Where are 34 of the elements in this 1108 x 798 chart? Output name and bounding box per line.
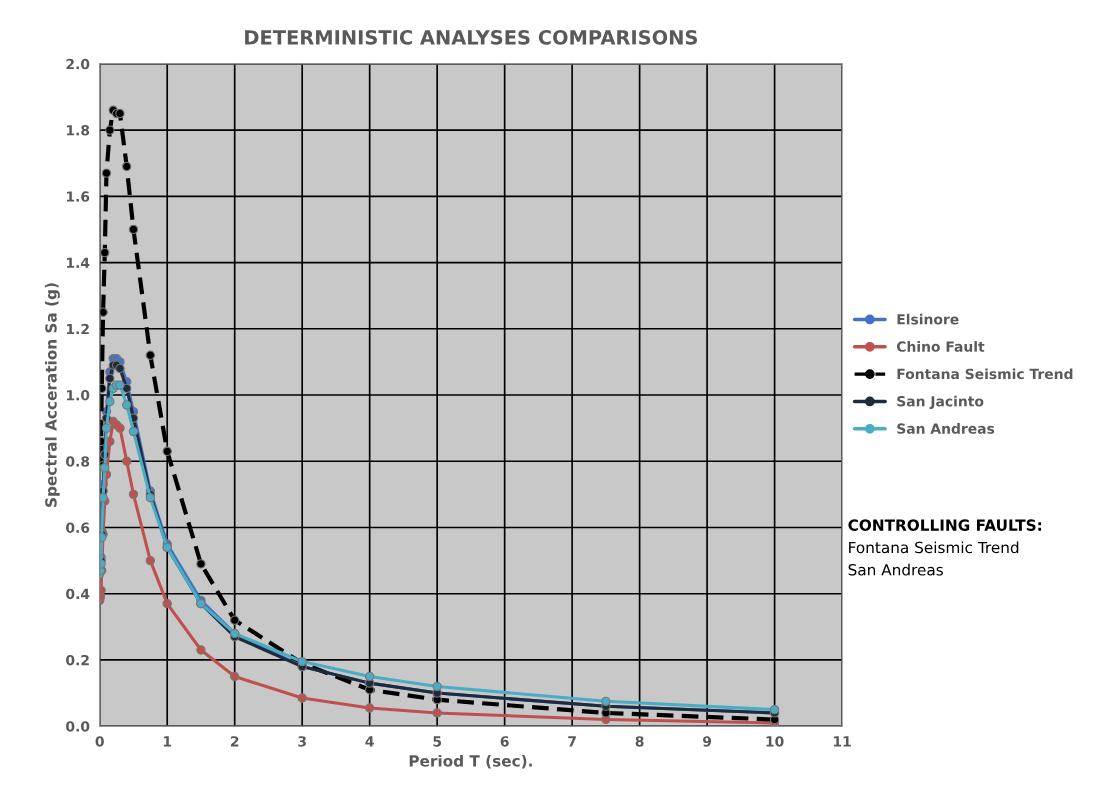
x-tick-label: 0 [95,736,104,747]
y-tick-label: 0.4 [66,588,90,600]
y-tick-label: 1.6 [66,191,90,202]
text: Fontana Seismic Trend [849,541,1019,554]
y-tick-label: 2.0 [66,58,90,70]
y-tick-label: 0.0 [66,721,90,732]
x-axis-title: Period T (sec). [409,754,532,769]
x-tick-label: 1 [163,736,172,747]
chart-title: DETERMINISTIC ANALYSES COMPARISONS [245,29,698,45]
legend-label: San Andreas [897,423,995,434]
x-tick-label: 2 [230,736,239,747]
y-tick-label: 0.6 [66,522,90,533]
x-tick-label: 9 [702,736,712,747]
legend-label: Chino Fault [896,341,985,352]
x-tick-label: 5 [433,736,442,747]
y-tick-label: 1.2 [66,323,89,335]
y-tick-label: 0.8 [66,456,90,467]
x-tick-label: 7 [568,736,576,747]
y-tick-label: 1.0 [66,389,90,401]
x-tick-label: 10 [766,736,784,747]
x-tick-label: 11 [833,736,851,747]
x-tick-label: 8 [635,736,644,747]
x-tick-label: 3 [298,736,306,747]
y-axis-title: Spectral Acceration Sa (g) [44,283,60,507]
text: CONTROLLING FAULTS: [848,519,1042,531]
y-tick-label: 1.8 [66,125,90,136]
legend-label: Elsinore [897,313,959,325]
y-tick-label: 1.4 [66,257,90,268]
legend-label: Fontana Seismic Trend [897,368,1073,380]
x-tick-label: 4 [365,736,374,747]
y-tick-label: 0.2 [66,654,89,666]
x-tick-label: 6 [500,736,509,747]
text: San Andreas [848,563,943,576]
legend-label: San Jacinto [897,395,984,410]
